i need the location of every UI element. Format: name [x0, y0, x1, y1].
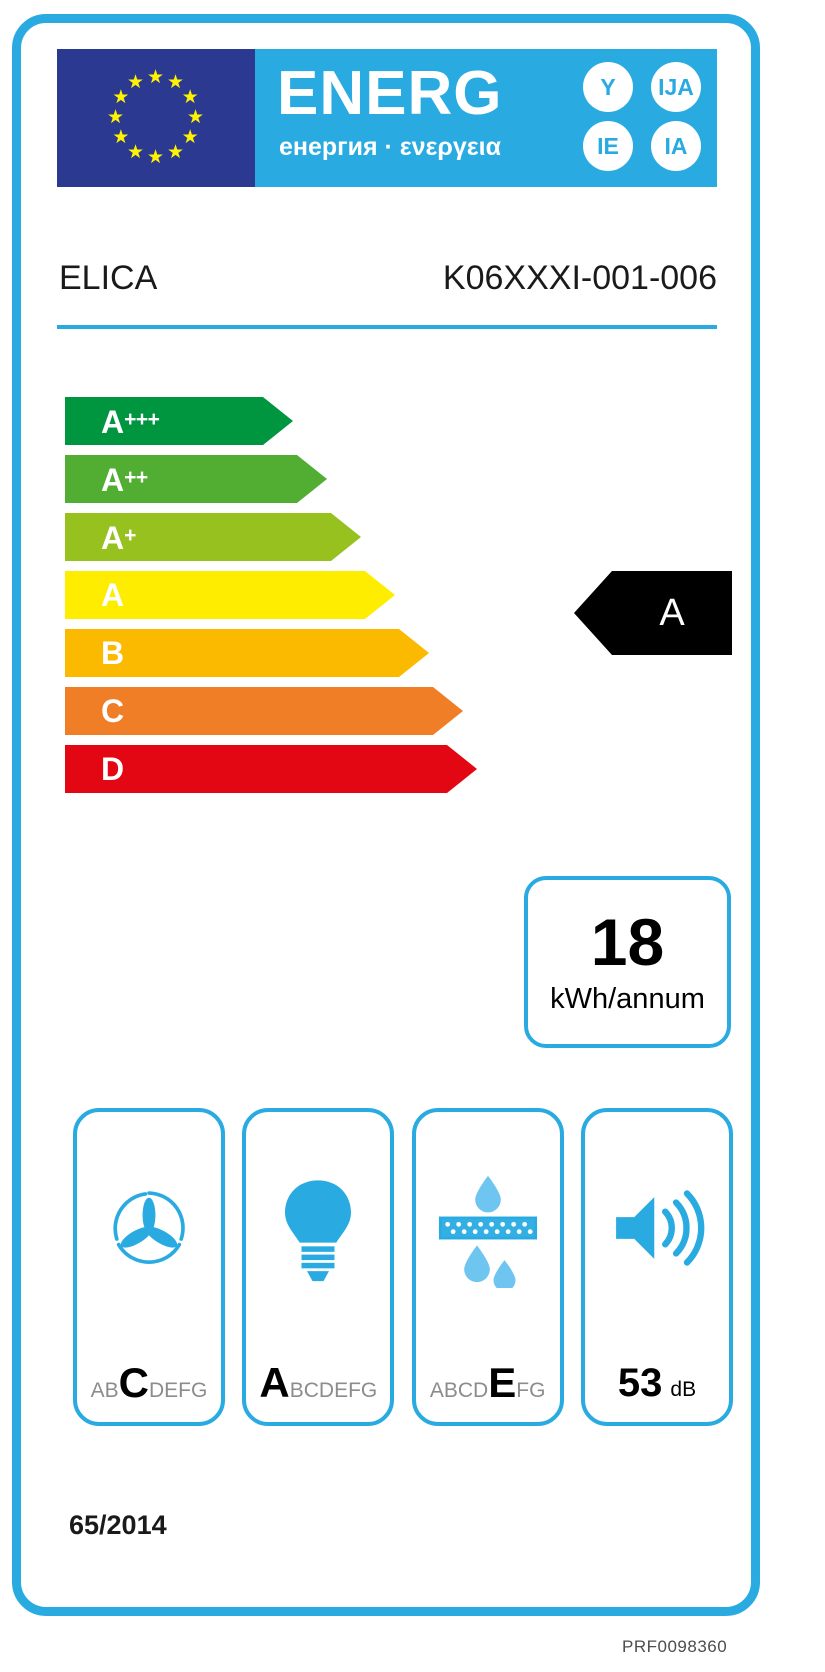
energy-class-bar: A++ — [65, 455, 485, 503]
eu-star: ★ — [181, 127, 199, 148]
energy-class-bar-label: A+++ — [101, 404, 160, 441]
arrow-point — [574, 571, 612, 655]
eu-star: ★ — [112, 87, 130, 108]
language-badge-ija: IJA — [651, 62, 701, 112]
energy-class-bar: A — [65, 571, 485, 619]
pictogram-box-lighting-efficiency: A BCDEFG — [242, 1108, 395, 1426]
noise-unit: dB — [670, 1378, 697, 1401]
energy-class-bar: A+++ — [65, 397, 485, 445]
consumption-unit: kWh/annum — [550, 982, 705, 1015]
pictogram-box-fluid-dynamic-efficiency: AB C DEFG — [73, 1108, 225, 1426]
brand-name: ELICA — [59, 259, 158, 297]
energy-class-bar-label: B — [101, 635, 125, 671]
energy-class-bar-label: A++ — [101, 462, 148, 499]
grease-filter-icon — [416, 1112, 560, 1344]
rated-class-letter: A — [659, 591, 685, 634]
annual-consumption-box: 18 kWh/annum — [524, 876, 731, 1048]
pictogram-box-noise-level: 53 dB — [580, 1108, 733, 1426]
language-badge-ie: IE — [583, 121, 633, 171]
arrow-body: A — [612, 571, 732, 655]
energy-class-scale: A+++ A++ A+ A B C D — [65, 397, 485, 803]
eu-star: ★ — [181, 87, 199, 108]
fan-icon — [77, 1112, 221, 1344]
energy-class-bar-label: C — [101, 693, 125, 729]
rating-letter-active: A — [259, 1359, 290, 1406]
eu-star: ★ — [167, 141, 185, 163]
energy-class-bar: C — [65, 687, 485, 735]
eu-star: ★ — [147, 147, 165, 168]
rating-letters-after: DEFG — [149, 1379, 208, 1402]
eu-star: ★ — [127, 141, 145, 163]
pictogram-row: AB C DEFG A BCDEFG ABCD E FG 53 dB — [73, 1108, 733, 1426]
grease-filtering-efficiency-rating: ABCD E FG — [416, 1344, 560, 1422]
rating-letter-active: C — [118, 1359, 149, 1406]
rating-letters-after: BCDEFG — [289, 1379, 378, 1402]
rating-letters-before: ABCD — [429, 1379, 489, 1402]
energ-subtitle: енергия · ενεργεια — [279, 133, 501, 161]
language-badge-ia: IA — [651, 121, 701, 171]
eu-star: ★ — [127, 72, 145, 94]
regulation-number: 65/2014 — [69, 1510, 167, 1540]
eu-star: ★ — [107, 107, 125, 128]
energy-class-bar-tip — [263, 397, 293, 445]
energ-wordmark: ENERG — [277, 59, 503, 128]
speaker-icon — [585, 1112, 729, 1344]
energy-class-bar-label: A — [101, 577, 125, 613]
brand-model-row: ELICA K06XXXI-001-006 — [57, 259, 717, 321]
model-identifier: K06XXXI-001-006 — [442, 259, 717, 297]
consumption-value: 18 — [590, 904, 665, 979]
rated-class-arrow: A — [574, 571, 732, 655]
energy-label-header: ★ ★ ★ ★ ★ ★ ★ ★ ★ ★ ★ ★ ENERG енергия · ενεργεια Y … — [57, 49, 717, 187]
noise-level-rating: 53 dB — [585, 1344, 729, 1422]
lighting-efficiency-rating: A BCDEFG — [246, 1344, 390, 1422]
eu-star: ★ — [187, 107, 205, 128]
eu-star: ★ — [167, 72, 185, 94]
rating-letters-after: FG — [516, 1379, 546, 1402]
rating-letters-before: AB — [90, 1379, 119, 1402]
energy-class-bar-label: A+ — [101, 520, 136, 557]
print-reference: PRF0098360 — [622, 1637, 728, 1656]
lightbulb-icon — [246, 1112, 390, 1344]
noise-value: 53 — [617, 1361, 663, 1405]
header-divider — [57, 325, 717, 329]
pictogram-box-grease-filtering-efficiency: ABCD E FG — [411, 1108, 564, 1426]
energy-class-bar-tip — [433, 687, 463, 735]
eu-flag-icon: ★ ★ ★ ★ ★ ★ ★ ★ ★ ★ ★ ★ — [57, 49, 255, 187]
energy-class-bar-label: D — [101, 751, 125, 787]
language-badge-y: Y — [583, 62, 633, 112]
eu-star: ★ — [112, 127, 130, 148]
energy-label-card: ★ ★ ★ ★ ★ ★ ★ ★ ★ ★ ★ ★ ENERG енергия · ενεργεια Y … — [12, 14, 760, 1616]
energy-class-bar-tip — [331, 513, 361, 561]
fluid-dynamic-efficiency-rating: AB C DEFG — [77, 1344, 221, 1422]
energy-class-bar-tip — [365, 571, 395, 619]
energy-class-bar: D — [65, 745, 485, 793]
energy-class-bar-tip — [447, 745, 477, 793]
eu-star: ★ — [147, 67, 165, 88]
energy-class-bar-tip — [297, 455, 327, 503]
rating-letter-active: E — [488, 1359, 517, 1406]
energy-class-bar-tip — [399, 629, 429, 677]
energy-class-bar: B — [65, 629, 485, 677]
energ-wordmark-band: ENERG енергия · ενεργεια Y IJA IE IA — [255, 49, 717, 187]
energy-class-bar: A+ — [65, 513, 485, 561]
